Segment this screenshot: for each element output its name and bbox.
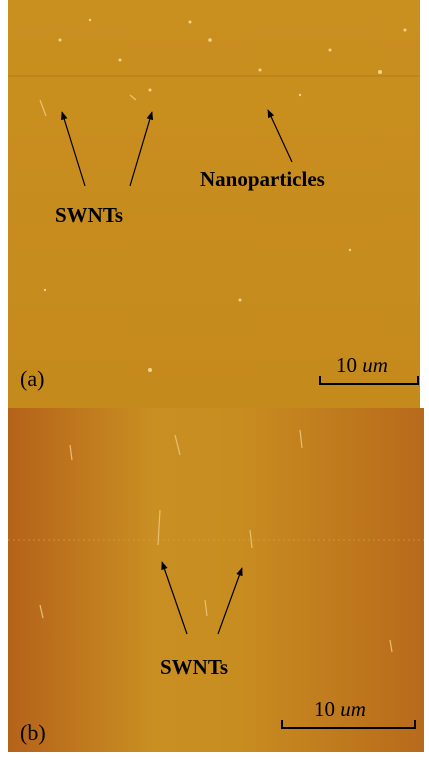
scale-text: 10 um	[336, 353, 388, 377]
figure: SWNTs Nanoparticles (a) 10 um SWNTs (b) …	[0, 0, 429, 761]
panel-a: SWNTs Nanoparticles (a) 10 um	[8, 0, 420, 408]
annotation: Nanoparticles	[200, 167, 325, 191]
panel-label: (a)	[20, 366, 44, 391]
panel-label: (b)	[20, 720, 46, 745]
panel-b: SWNTs (b) 10 um	[8, 408, 424, 752]
scale-text: 10 um	[314, 697, 366, 721]
scale-unit: um	[340, 697, 366, 721]
scale-number: 10	[314, 697, 335, 721]
annotation: SWNTs	[160, 655, 228, 679]
scale-unit: um	[362, 353, 388, 377]
page: SWNTs Nanoparticles (a) 10 um SWNTs (b) …	[0, 0, 429, 761]
scale-number: 10	[336, 353, 357, 377]
annotation: SWNTs	[55, 203, 123, 227]
